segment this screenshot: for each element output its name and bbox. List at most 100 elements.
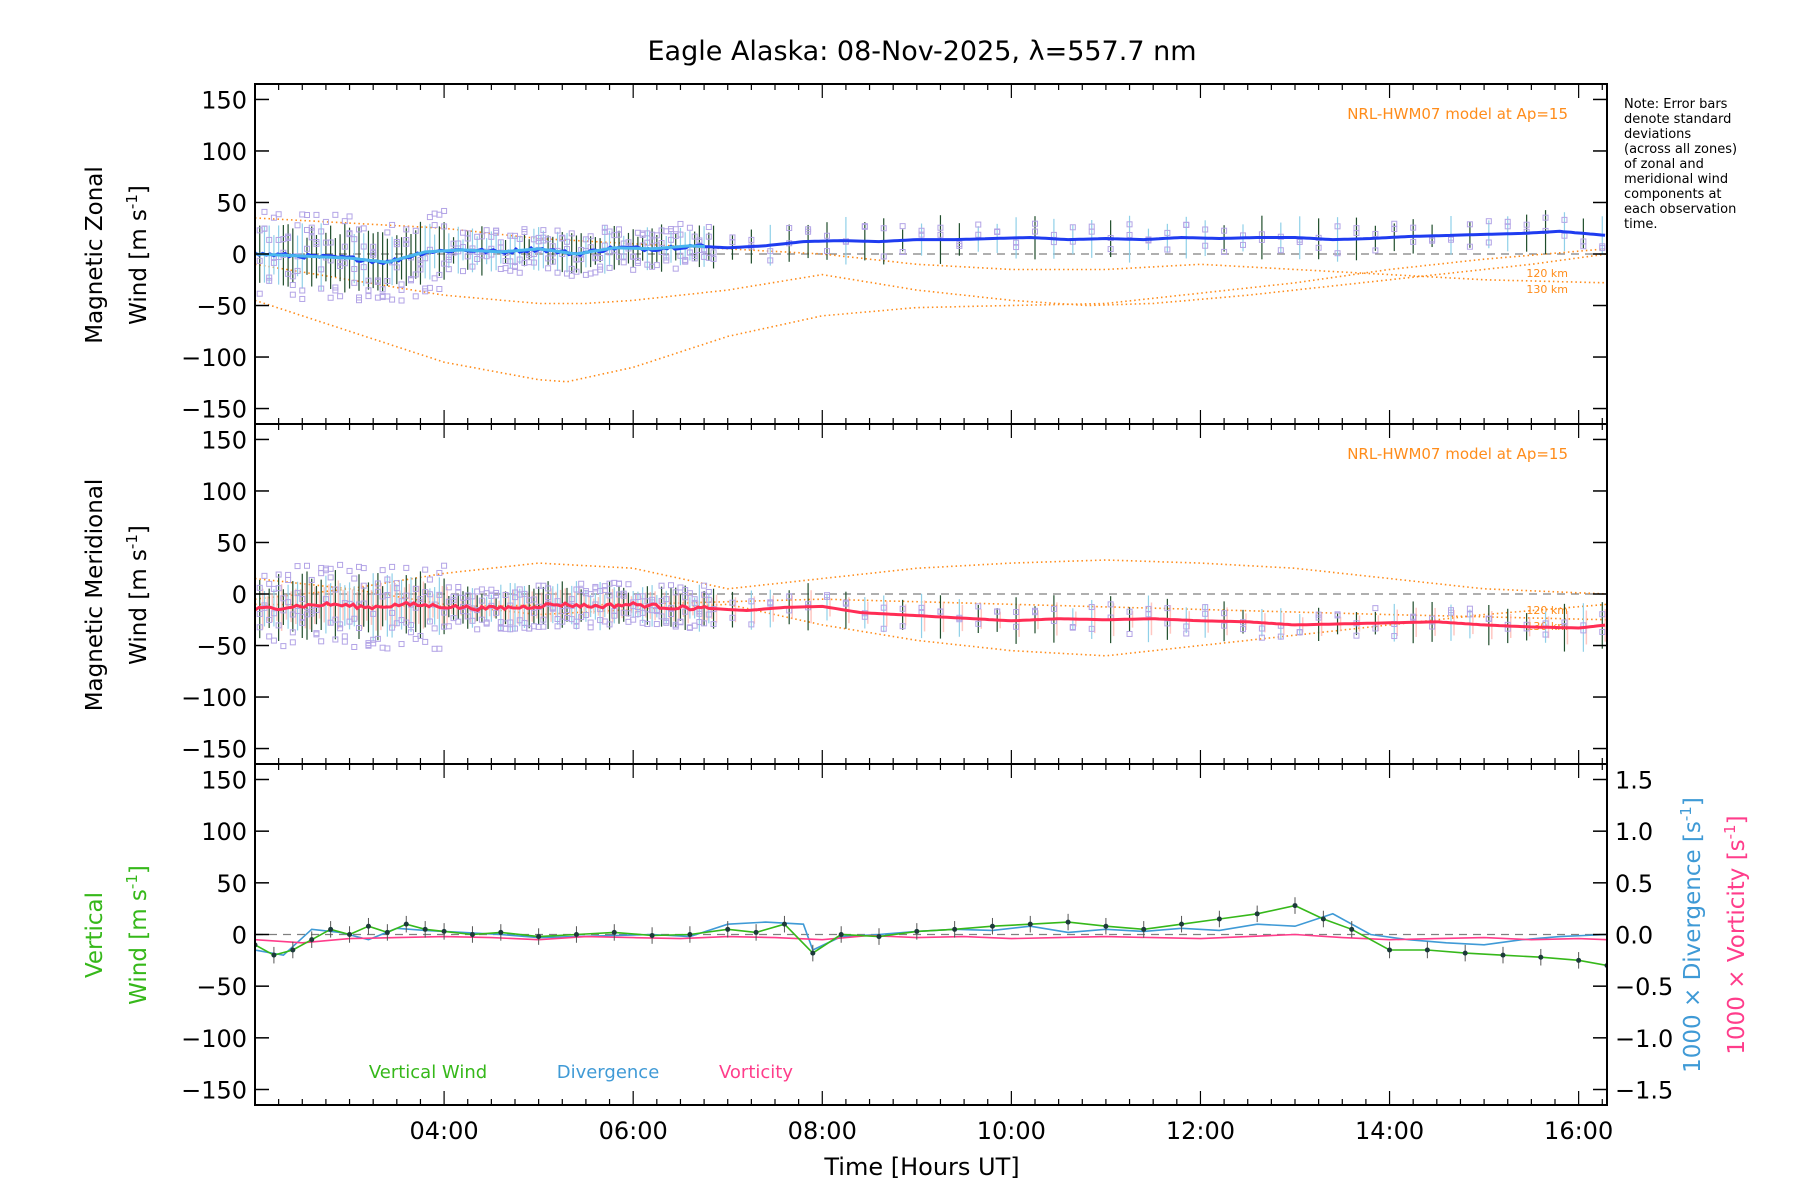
zone-sample [994, 228, 1001, 235]
zone-sample [682, 608, 689, 615]
zone-sample [1107, 246, 1114, 253]
zone-sample [587, 624, 594, 631]
zone-sample [1164, 229, 1171, 236]
zone-sample [469, 263, 476, 270]
x-tick-label: 08:00 [788, 1117, 857, 1145]
zone-sample [1145, 605, 1152, 612]
zone-sample [639, 593, 646, 600]
zone-sample [568, 596, 575, 603]
zone-sample [1296, 238, 1303, 245]
zone-sample [1334, 612, 1341, 619]
zone-sample [464, 230, 471, 237]
y-tick-label: 50 [216, 189, 247, 217]
note-line: Note: Error bars [1624, 97, 1728, 112]
zonal-ylabel-line1: Magnetic Zonal [82, 166, 108, 344]
zone-sample [289, 273, 296, 280]
model-curve [255, 559, 1607, 600]
vertical-wind-point [309, 937, 315, 943]
zone-sample [545, 585, 552, 592]
note-line: each observation [1624, 202, 1736, 217]
y-tick-label: 0 [232, 241, 247, 269]
zone-sample [460, 268, 466, 275]
zone-sample [266, 277, 273, 284]
zone-sample [327, 239, 334, 246]
zone-sample [403, 592, 410, 599]
zone-sample [554, 623, 561, 630]
zone-sample [653, 621, 660, 628]
vertical-wind-point [469, 932, 475, 937]
zone-sample [313, 238, 320, 245]
zone-sample [270, 259, 277, 266]
zone-sample [1240, 241, 1246, 248]
zone-sample [308, 224, 315, 231]
zone-sample [445, 623, 452, 630]
zone-sample [1164, 605, 1171, 612]
vertical-wind-point [1538, 954, 1544, 960]
zone-sample [668, 610, 674, 617]
zone-sample [748, 598, 755, 605]
zone-sample [256, 290, 263, 297]
y-tick-label: −150 [181, 396, 247, 424]
zone-sample [360, 225, 367, 232]
zone-sample [625, 239, 632, 246]
zone-sample [294, 563, 301, 570]
x-axis-label: Time [Hours UT] [823, 1153, 1019, 1181]
zone-sample [516, 269, 523, 276]
zone-sample [1069, 224, 1076, 231]
zone-sample [374, 635, 381, 642]
zone-sample [507, 258, 514, 265]
zone-sample [351, 266, 358, 273]
zone-sample [649, 238, 656, 245]
zone-sample [573, 268, 580, 275]
zone-sample [691, 622, 698, 629]
zone-sample [332, 211, 339, 218]
zone-sample [275, 585, 282, 592]
zone-sample [436, 591, 443, 598]
mean-wind-line-early [255, 244, 706, 264]
zone-sample [582, 236, 589, 243]
vertical-ylabel-end: ] [126, 865, 152, 874]
zone-sample [748, 236, 755, 243]
zone-sample [266, 274, 273, 281]
zone-sample [497, 239, 504, 246]
y-tick-label: −50 [196, 293, 247, 321]
zone-sample [370, 251, 377, 258]
zone-sample [474, 255, 481, 262]
zone-sample [1334, 250, 1341, 257]
y-tick-label: −150 [181, 736, 247, 764]
zone-sample [374, 278, 381, 285]
zonal-ylabel-end: ] [126, 185, 152, 194]
zone-sample [341, 260, 348, 267]
x-tick-label: 06:00 [599, 1117, 668, 1145]
zone-sample [1277, 247, 1284, 254]
zone-sample [332, 616, 339, 623]
y-tick-label: 150 [201, 767, 247, 795]
zone-sample [710, 621, 717, 628]
zone-sample [1410, 238, 1417, 245]
zone-sample [341, 243, 348, 250]
y2-tick-label: −1.0 [1615, 1025, 1673, 1053]
mean-wind-line [255, 229, 1606, 266]
zone-sample [672, 623, 679, 630]
mean-wind-line [255, 600, 1606, 630]
zone-sample [1561, 619, 1568, 626]
zone-sample [507, 267, 514, 274]
zone-sample [408, 276, 414, 283]
zone-sample [601, 224, 608, 231]
zone-sample [1485, 239, 1492, 246]
zone-sample [545, 265, 552, 272]
vorticity-ylabel: 1000 × Vorticity [s-1] [1721, 815, 1750, 1054]
divergence-ylabel-end: ] [1680, 797, 1706, 806]
zone-sample [1221, 622, 1228, 629]
zone-sample [805, 228, 812, 235]
zone-sample [620, 253, 627, 260]
zone-sample [1580, 243, 1587, 250]
vertical-wind-point [441, 928, 447, 934]
panel-content [255, 207, 1607, 383]
zonal-ylabel: Magnetic Zonal Wind [m s-1] [82, 166, 152, 344]
zone-sample [488, 586, 495, 593]
zone-sample [436, 271, 443, 278]
vertical-wind-point [914, 928, 920, 934]
zone-sample [606, 264, 613, 271]
y-tick-label: 50 [216, 529, 247, 557]
